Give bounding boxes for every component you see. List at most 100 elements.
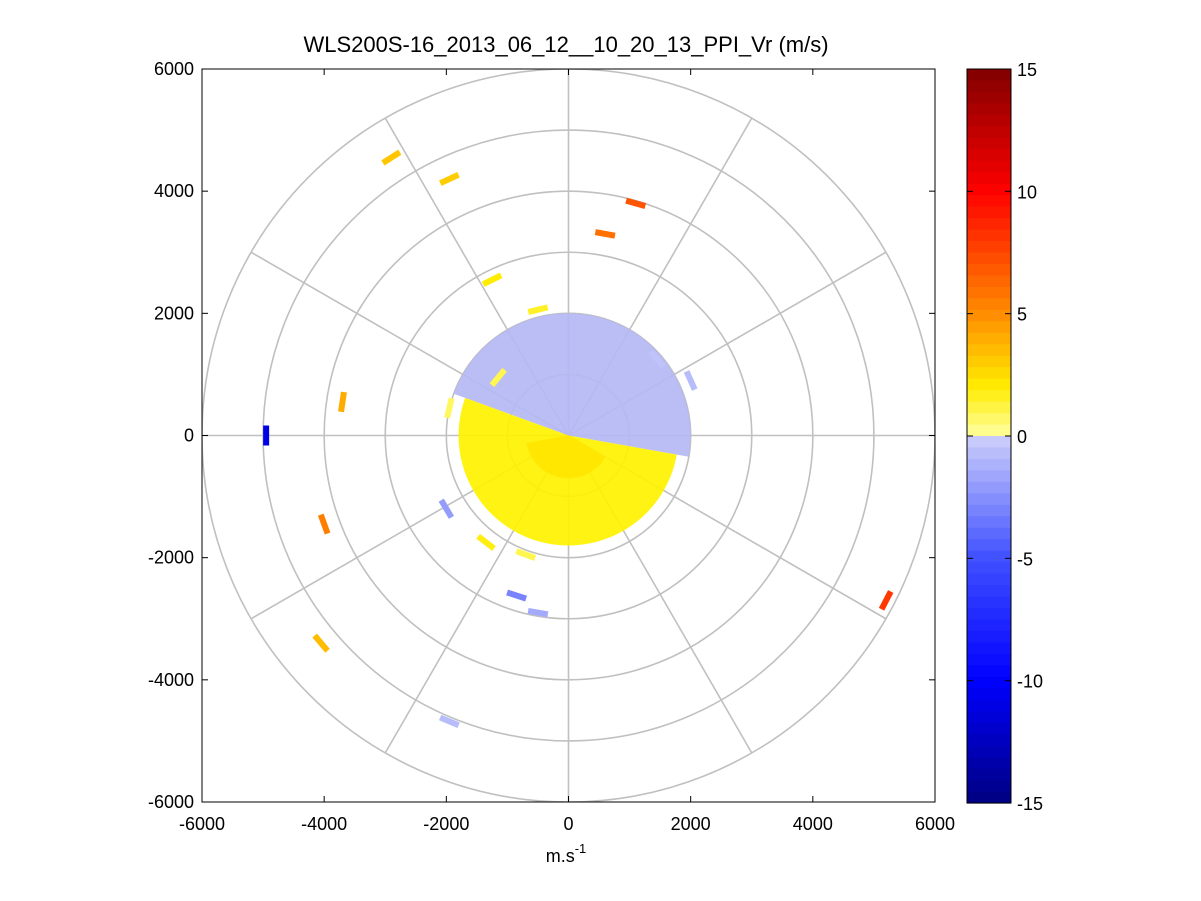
y-tick-label: -2000	[148, 548, 194, 568]
x-tick-label: 6000	[915, 814, 955, 834]
colorbar-swatch	[967, 298, 1011, 311]
colorbar-swatch	[967, 126, 1011, 139]
colorbar-swatch	[967, 608, 1011, 621]
colorbar-swatch	[967, 550, 1011, 563]
echo-point	[481, 272, 503, 287]
colorbar-swatch	[967, 206, 1011, 219]
y-axis: 6000 4000 2000 0 -2000 -4000 -6000	[148, 59, 935, 812]
x-tick-label: -6000	[179, 814, 225, 834]
echo-point	[444, 397, 455, 419]
colorbar-swatch	[967, 699, 1011, 712]
colorbar-swatch	[967, 527, 1011, 540]
echo-point	[476, 533, 496, 551]
echo-point	[439, 172, 460, 186]
colorbar-swatch	[967, 562, 1011, 575]
echo-point	[515, 548, 537, 561]
colorbar-swatch	[967, 413, 1011, 426]
colorbar-tick-label: 15	[1017, 60, 1037, 80]
x-tick-label: 2000	[671, 814, 711, 834]
colorbar-swatch	[967, 80, 1011, 93]
colorbar-swatch	[967, 619, 1011, 632]
x-tick-label: -4000	[301, 814, 347, 834]
colorbar-tick-label: 5	[1017, 305, 1027, 325]
field-sector-1	[453, 313, 691, 457]
colorbar-swatch	[967, 309, 1011, 322]
colorbar-swatch	[967, 768, 1011, 781]
colorbar-swatch	[967, 757, 1011, 770]
echo-point	[438, 498, 455, 519]
x-tick-label: -2000	[423, 814, 469, 834]
x-axis-label-base: m.s	[546, 846, 575, 866]
colorbar-swatch	[967, 493, 1011, 506]
colorbar-swatch	[967, 424, 1011, 437]
colorbar-swatch	[967, 688, 1011, 701]
chart-title: WLS200S-16_2013_06_12__10_20_13_PPI_Vr (…	[303, 32, 828, 57]
colorbar-swatch	[967, 573, 1011, 586]
y-tick-label: 0	[184, 426, 194, 446]
echo-point	[338, 391, 347, 413]
colorbar-swatch	[967, 676, 1011, 689]
colorbar-swatch	[967, 447, 1011, 460]
colorbar-tick-label: 10	[1017, 182, 1037, 202]
colorbar-swatch	[967, 596, 1011, 609]
colorbar-swatch	[967, 481, 1011, 494]
colorbar-swatch	[967, 252, 1011, 265]
colorbar-swatch	[967, 321, 1011, 334]
colorbar-swatch	[967, 653, 1011, 666]
y-tick-label: 2000	[154, 303, 194, 323]
colorbar-swatch	[967, 91, 1011, 105]
x-tick-label: 4000	[793, 814, 833, 834]
colorbar-swatch	[967, 711, 1011, 724]
echo-point	[263, 425, 270, 446]
colorbar	[967, 69, 1011, 804]
echo-point	[625, 197, 647, 210]
y-tick-label: 4000	[154, 181, 194, 201]
echo-point	[506, 589, 528, 602]
colorbar-swatch	[967, 263, 1011, 277]
echo-point	[317, 513, 331, 535]
echo-point	[439, 714, 460, 728]
colorbar-swatch	[967, 734, 1011, 747]
colorbar-swatch	[967, 516, 1011, 529]
colorbar-swatch	[967, 114, 1011, 127]
colorbar-swatch	[967, 378, 1011, 391]
colorbar-swatch	[967, 172, 1011, 185]
colorbar-swatch	[967, 745, 1011, 758]
colorbar-tick-label: -10	[1017, 672, 1043, 692]
isolated-echoes	[263, 149, 894, 728]
colorbar-swatch	[967, 229, 1011, 242]
field-sector-3	[526, 435, 606, 479]
colorbar-swatch	[967, 436, 1011, 449]
colorbar-swatch	[967, 218, 1011, 231]
colorbar-swatch	[967, 275, 1011, 288]
y-tick-label: 6000	[154, 59, 194, 79]
colorbar-tick-label: -5	[1017, 549, 1033, 569]
colorbar-axis: 15 10 5 0 -5 -10 -15	[967, 60, 1043, 814]
colorbar-swatch	[967, 470, 1011, 483]
echo-point	[594, 229, 616, 239]
colorbar-swatch	[967, 286, 1011, 299]
echo-point	[527, 304, 549, 315]
echo-point	[312, 633, 330, 653]
colorbar-swatch	[967, 630, 1011, 644]
colorbar-swatch	[967, 665, 1011, 678]
echo-point	[527, 607, 549, 618]
colorbar-swatch	[967, 355, 1011, 368]
y-tick-label: -4000	[148, 670, 194, 690]
colorbar-swatch	[967, 401, 1011, 414]
colorbar-swatch	[967, 103, 1011, 116]
colorbar-swatch	[967, 642, 1011, 655]
echo-point	[648, 349, 666, 369]
colorbar-swatch	[967, 160, 1011, 173]
x-axis-label: m.s-1	[546, 841, 587, 866]
colorbar-swatch	[967, 241, 1011, 254]
colorbar-swatch	[967, 539, 1011, 552]
colorbar-swatch	[967, 504, 1011, 517]
x-axis: -6000 -4000 -2000 0 2000 4000 6000	[179, 69, 955, 834]
echo-point	[878, 590, 894, 611]
colorbar-swatch	[967, 344, 1011, 357]
echo-point	[683, 370, 698, 391]
x-tick-label: 0	[563, 814, 573, 834]
echo-point	[489, 367, 507, 388]
